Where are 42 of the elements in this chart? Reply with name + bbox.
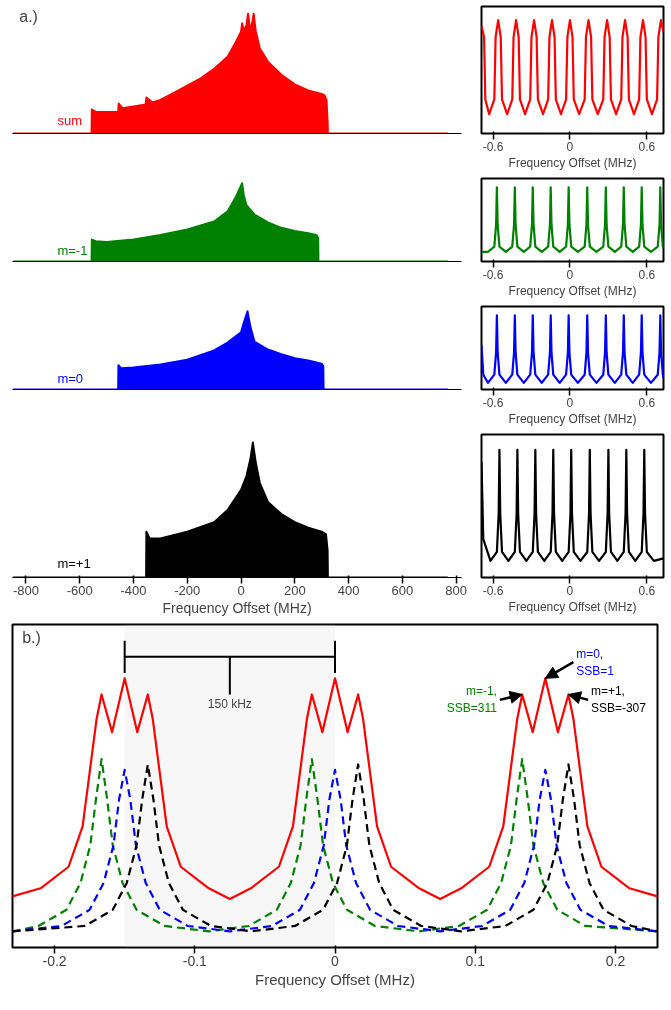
series-label: m=+1	[57, 555, 91, 571]
x-tick-label: 0	[237, 582, 245, 598]
x-tick-label: 0	[566, 139, 574, 154]
x-tick-label: 800	[445, 582, 467, 598]
x-tick-label: 0	[331, 952, 340, 969]
x-tick-label: 0.2	[605, 952, 626, 969]
x-tick-label: 0.6	[638, 267, 656, 282]
x-axis-title: Frequency Offset (MHz)	[508, 283, 637, 298]
x-tick-label: -600	[66, 582, 93, 598]
series-label: m=0	[57, 370, 84, 386]
x-tick-label: 0.6	[638, 139, 656, 154]
x-tick-label: -0.2	[42, 952, 67, 969]
x-tick-label: 0	[566, 267, 574, 282]
x-tick-label: -0.1	[182, 952, 208, 969]
chart-title: b.)	[22, 629, 41, 647]
x-tick-label: -0.6	[482, 583, 504, 598]
x-tick-label: -400	[120, 582, 147, 598]
chart-title: a.)	[19, 8, 38, 26]
annotation: m=+1, SSB=-307	[590, 684, 647, 716]
x-tick-label: 0.1	[465, 952, 486, 969]
x-tick-label: -0.6	[482, 139, 504, 154]
x-tick-label: 0	[566, 395, 574, 410]
x-axis-title: Frequency Offset (MHz)	[508, 155, 637, 170]
series-label: sum	[57, 112, 82, 128]
x-tick-label: -0.6	[482, 267, 504, 282]
x-tick-label: 600	[391, 582, 414, 598]
x-tick-label: -200	[174, 582, 201, 598]
x-axis-title: Frequency Offset (MHz)	[508, 599, 637, 614]
annotation: m=0, SSB=1	[576, 646, 615, 678]
x-tick-label: 0	[566, 583, 574, 598]
x-tick-label: 0.6	[638, 395, 656, 410]
x-tick-label: 200	[283, 582, 306, 598]
annotation: m=-1, SSB=311	[446, 684, 498, 716]
band-label: 150 kHz	[207, 697, 252, 712]
x-tick-label: -800	[12, 582, 39, 598]
x-tick-label: 0.6	[638, 583, 656, 598]
x-axis-title: Frequency Offset (MHz)	[508, 411, 637, 426]
x-axis-title: Frequency Offset (MHz)	[162, 599, 312, 616]
x-tick-label: -0.6	[482, 395, 504, 410]
x-axis-title: Frequency Offset (MHz)	[255, 970, 415, 988]
x-tick-label: 400	[337, 582, 360, 598]
series-label: m=-1	[57, 242, 88, 258]
